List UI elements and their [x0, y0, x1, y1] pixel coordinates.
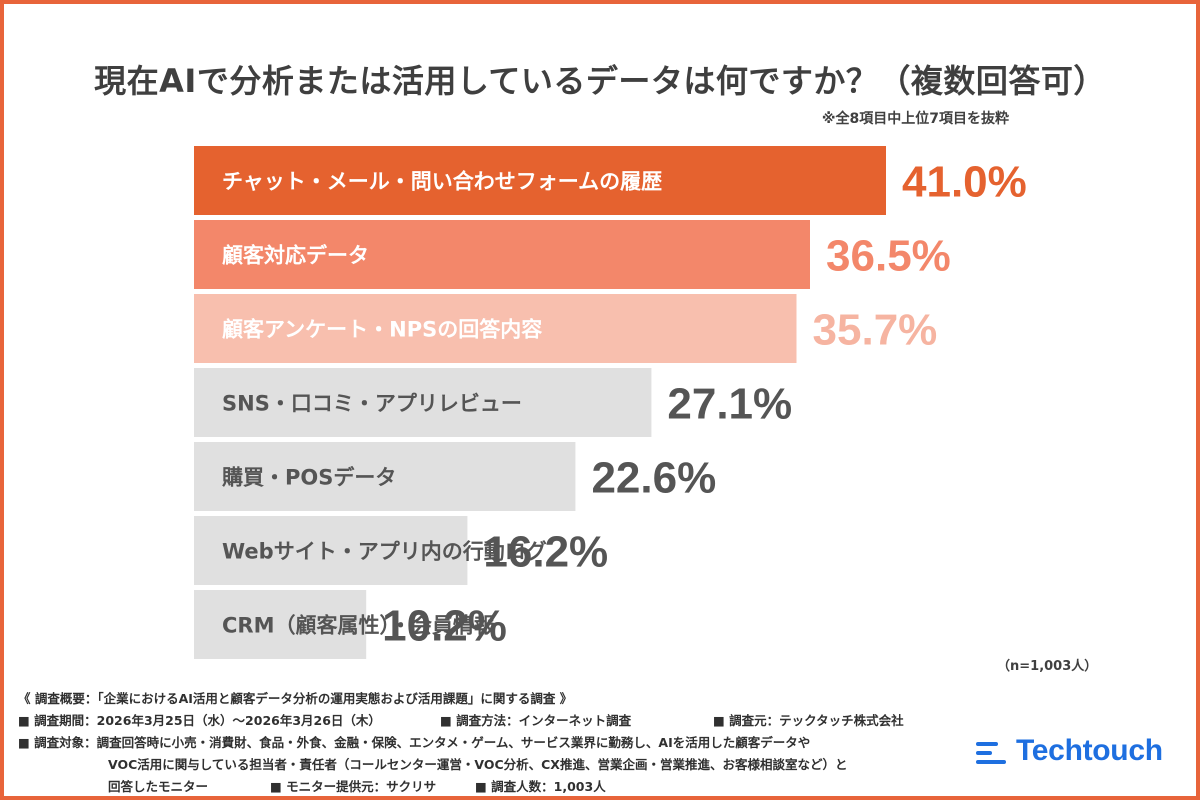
- bar-label-2: 顧客対応データ: [222, 244, 369, 268]
- survey-footer: 《 調査概要：「企業におけるAI活用と顧客データ分析の運用実態および活用課題」に…: [18, 688, 978, 796]
- bar-label-3: 顧客アンケート・NPSの回答内容: [222, 318, 542, 342]
- bar-4: [194, 368, 652, 437]
- bar-1: [194, 146, 886, 215]
- bar-value-7: 10.2%: [382, 602, 507, 651]
- bar-2: [194, 220, 810, 289]
- survey-period: ■ 調査期間：2026年3月25日（水）〜2026年3月26日（木）: [18, 713, 381, 728]
- survey-method: ■ 調査方法：インターネット調査: [440, 713, 632, 728]
- selection-note: ※全8項目中上位7項目を抜粋: [821, 111, 1009, 127]
- bar-label-7: CRM（顧客属性）・会員情報: [222, 614, 496, 638]
- bar-value-3: 35.7%: [813, 306, 938, 355]
- techtouch-logo: Techtouch: [976, 734, 1186, 772]
- bar-value-2: 36.5%: [826, 232, 951, 281]
- survey-target-line-1: ■ 調査対象：調査回答時に小売・消費財、食品・外食、金融・保険、エンタメ・ゲーム…: [18, 735, 811, 750]
- bar-value-4: 27.1%: [667, 380, 792, 429]
- techtouch-logo-icon: [976, 738, 1012, 770]
- bar-chart: チャット・メール・問い合わせフォームの履歴 41.0% 顧客対応データ 36.5% 顧客…: [194, 146, 1027, 659]
- bar-6: [194, 516, 468, 585]
- bar-5: [194, 442, 576, 511]
- bar-label-1: チャット・メール・問い合わせフォームの履歴: [222, 170, 662, 194]
- bar-label-5: 購買・POSデータ: [221, 466, 396, 490]
- monitor-provider: ■ モニター提供元：サクリサ: [270, 779, 437, 794]
- bar-value-6: 16.2%: [483, 528, 608, 577]
- survey-target-line-2: VOC活用に関与している担当者・責任者（コールセンター運営・VOC分析、CX推進…: [108, 757, 848, 772]
- bar-label-6: Webサイト・アプリ内の行動ログ: [222, 540, 547, 564]
- bar-7: [194, 590, 367, 659]
- techtouch-logo-text: Techtouch: [1016, 734, 1163, 767]
- bar-value-1: 41.0%: [902, 158, 1027, 207]
- survey-target-line-3: 回答したモニター: [108, 779, 209, 794]
- sample-size-note: （n=1,003人）: [997, 659, 1098, 674]
- survey-source: ■ 調査元：テックタッチ株式会社: [713, 713, 904, 728]
- bar-3: [194, 294, 797, 363]
- bar-label-4: SNS・口コミ・アプリレビュー: [222, 392, 522, 416]
- survey-overview: 《 調査概要：「企業におけるAI活用と顧客データ分析の運用実態および活用課題」に…: [18, 691, 573, 706]
- respondent-count: ■ 調査人数：1,003人: [475, 779, 606, 794]
- bar-value-5: 22.6%: [591, 454, 716, 503]
- chart-title: 現在AIで分析または活用しているデータは何ですか？（複数回答可）: [94, 62, 1106, 100]
